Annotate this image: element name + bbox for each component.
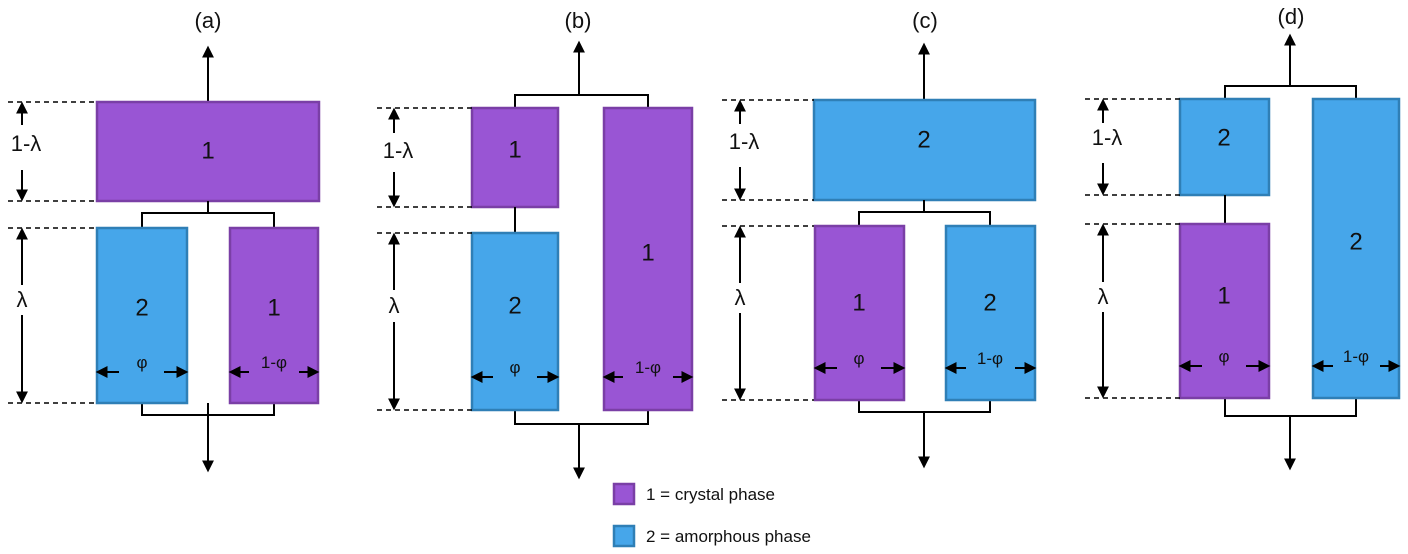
panel-d-left-bottom-crystal [1178, 222, 1271, 400]
panel-d-label: (d) [1278, 4, 1305, 29]
panel-c-dim-top-label: 1-λ [729, 129, 760, 154]
panel-d-left-top-label: 2 [1217, 124, 1230, 151]
panel-a-top-block-crystal [95, 100, 321, 203]
panel-b-connector-top [514, 94, 649, 108]
panel-d-dim-top-label: 1-λ [1092, 125, 1123, 150]
panel-c-top-block-amorphous [812, 98, 1037, 202]
panel-c-right-block-amorphous [944, 224, 1037, 402]
panel-c-left-block-crystal [813, 224, 906, 402]
panel-a-left-block-label: 2 [135, 294, 148, 321]
panel-a-phi-label: φ [136, 353, 147, 372]
panel-a-connector-top-right [208, 212, 275, 228]
panel-b-onephi-label: 1-φ [635, 358, 661, 377]
panel-c: (c) 2 1 2 φ 1-φ 1-λ λ [722, 8, 1037, 469]
legend-crystal-swatch [612, 482, 636, 506]
panel-c-top-block-label: 2 [917, 126, 930, 153]
panel-a-dim-top-label: 1-λ [11, 131, 42, 156]
panel-b-left-top-crystal [470, 106, 560, 209]
legend-amorphous-label: 2 = amorphous phase [646, 527, 811, 546]
panel-c-connector-top-right [924, 211, 991, 226]
panel-b: (b) 1 2 1 φ 1-φ 1-λ λ [377, 8, 694, 480]
panel-b-left-bottom-amorphous [470, 231, 560, 412]
panel-a-dim-bottom-label: λ [17, 287, 28, 312]
panel-d-dim-bottom-label: λ [1098, 284, 1109, 309]
panel-d-right-label: 2 [1349, 228, 1362, 255]
legend: 1 = crystal phase 2 = amorphous phase [612, 482, 811, 548]
panel-b-right-crystal [602, 106, 694, 412]
panel-c-connector-top-left [858, 200, 925, 226]
panel-a-label: (a) [195, 8, 222, 33]
panel-b-right-label: 1 [641, 239, 654, 266]
panel-a-onephi-label: 1-φ [261, 353, 287, 372]
panel-b-dim-top-label: 1-λ [383, 138, 414, 163]
panel-c-right-block-label: 2 [983, 289, 996, 316]
panel-d-phi-label: φ [1218, 347, 1229, 366]
panel-c-label: (c) [912, 8, 938, 33]
panel-a-connector-top-left [141, 201, 209, 228]
panel-a-top-block-label: 1 [201, 137, 214, 164]
panel-d: (d) 2 1 2 φ 1-φ 1-λ λ [1085, 4, 1401, 471]
panel-b-label: (b) [565, 8, 592, 33]
panel-d-left-bottom-label: 1 [1217, 282, 1230, 309]
legend-crystal-label: 1 = crystal phase [646, 485, 775, 504]
panel-b-connector-bottom [514, 410, 649, 425]
panel-c-left-block-label: 1 [852, 289, 865, 316]
panel-c-onephi-label: 1-φ [977, 349, 1003, 368]
panel-d-onephi-label: 1-φ [1343, 347, 1369, 366]
panel-a-right-block-label: 1 [267, 294, 280, 321]
panel-b-phi-label: φ [509, 358, 520, 377]
panel-c-phi-label: φ [853, 349, 864, 368]
panel-b-dim-bottom-label: λ [389, 293, 400, 318]
panel-d-connector-bottom [1224, 398, 1357, 417]
panel-d-connector-top [1224, 85, 1357, 99]
panel-b-left-top-label: 1 [508, 136, 521, 163]
panel-d-left-top-amorphous [1178, 97, 1271, 197]
panel-d-right-amorphous [1311, 97, 1401, 400]
panel-a-connector-bottom [141, 403, 275, 416]
panel-b-left-bottom-label: 2 [508, 292, 521, 319]
panel-a: (a) 1 2 1 φ 1-φ 1-λ λ [8, 8, 321, 473]
panel-a-right-block-crystal [228, 226, 320, 405]
panel-c-dim-bottom-label: λ [735, 285, 746, 310]
panel-a-left-block-amorphous [95, 226, 189, 405]
panel-c-connector-bottom [858, 400, 991, 413]
legend-amorphous-swatch [612, 524, 636, 548]
